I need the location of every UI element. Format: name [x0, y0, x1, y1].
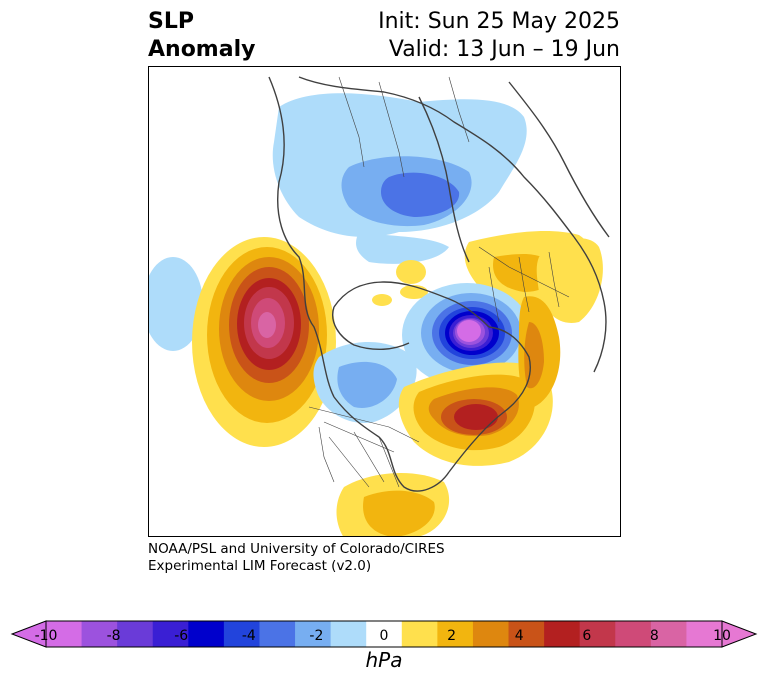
anomaly-neg-north-deep — [381, 172, 460, 217]
colorbar-tick-label: 0 — [379, 628, 389, 644]
title-init-date: Init: Sun 25 May 2025 — [378, 9, 620, 34]
anomaly-pos-east-2 — [536, 238, 603, 323]
colorbar-cell — [615, 621, 652, 647]
colorbar-cell — [366, 621, 403, 647]
colorbar-tick-label: 6 — [582, 628, 592, 644]
title-variable: SLP Anomaly — [148, 8, 255, 64]
coastlines — [268, 76, 610, 492]
anomaly-pos-west-9 — [258, 312, 276, 338]
colorbar-cell — [437, 621, 474, 647]
anomaly-pos-small-1 — [396, 260, 426, 284]
anomaly-pos-atlantic-6 — [454, 404, 498, 430]
title-dates: Init: Sun 25 May 2025 Valid: 13 Jun – 19… — [378, 8, 620, 64]
colorbar-units: hPa — [365, 648, 403, 672]
title-valid-range: Valid: 13 Jun – 19 Jun — [388, 37, 620, 62]
colorbar-tick-label: -4 — [241, 628, 256, 644]
colorbar-cells — [46, 621, 723, 647]
colorbar-tick-label: -2 — [309, 628, 324, 644]
colorbar-cell — [579, 621, 616, 647]
colorbar-cell — [508, 621, 545, 647]
map-panel — [148, 66, 621, 537]
colorbar-cell — [223, 621, 260, 647]
colorbar-outline — [45, 620, 723, 648]
anomaly-pos-east-4 — [524, 322, 544, 389]
anomaly-neg-west-light — [149, 257, 203, 351]
colorbar-cell — [188, 621, 225, 647]
colorbar-tick-label: 8 — [649, 628, 659, 644]
colorbar-cell — [81, 621, 118, 647]
colorbar-cell — [117, 621, 154, 647]
colorbar-tick-label: 4 — [514, 628, 524, 644]
colorbar-cell — [650, 621, 687, 647]
colorbar-tick-label: -10 — [34, 628, 58, 644]
colorbar-cell — [544, 621, 581, 647]
colorbar-cell — [330, 621, 367, 647]
colorbar-tick-label: -8 — [106, 628, 121, 644]
polar-map — [149, 76, 610, 536]
credit-line2: Experimental LIM Forecast (v2.0) — [148, 558, 372, 574]
colorbar-cell — [401, 621, 438, 647]
colorbar-cell — [259, 621, 296, 647]
colorbar — [10, 620, 758, 648]
colorbar-tick-label: 2 — [447, 628, 457, 644]
anomaly-pos-small-2 — [372, 294, 392, 306]
anomaly-neg-north-band — [356, 232, 449, 264]
colorbar-tick-label: 10 — [713, 628, 731, 644]
anomaly-neg-namerica-2 — [337, 361, 397, 408]
title-variable-line1: SLP — [148, 9, 194, 34]
colorbar-cell — [686, 621, 723, 647]
title-variable-line2: Anomaly — [148, 37, 256, 62]
colorbar-cell — [295, 621, 332, 647]
anomaly-pos-south-3 — [363, 490, 435, 536]
credit-line1: NOAA/PSL and University of Colorado/CIRE… — [148, 541, 445, 557]
colorbar-tick-label: -6 — [174, 628, 189, 644]
colorbar-cell — [152, 621, 189, 647]
credit-text: NOAA/PSL and University of Colorado/CIRE… — [148, 541, 445, 575]
country-borders — [308, 76, 570, 488]
colorbar-cell — [472, 621, 510, 647]
anomaly-neg-east-9 — [457, 320, 481, 342]
colorbar-cell — [46, 621, 83, 647]
